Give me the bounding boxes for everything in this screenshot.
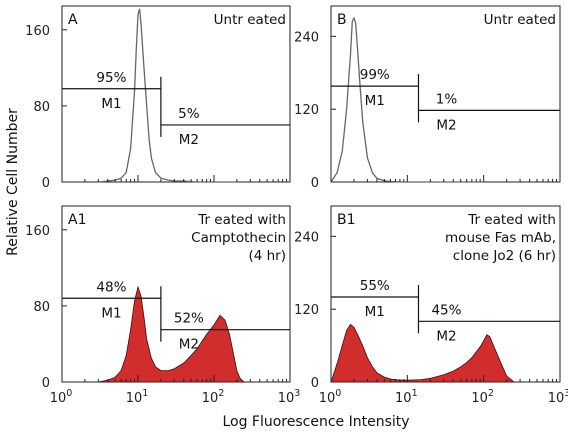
- gate-m2-label: M2: [436, 328, 456, 344]
- histogram-fill: [98, 285, 246, 383]
- panel-a: 0 80 160 A Untr eated 95% M1 5% M2: [25, 5, 291, 191]
- x-tick-label: 103: [278, 388, 301, 406]
- y-tick-label: 160: [25, 24, 50, 39]
- x-tick-label: 103: [548, 388, 568, 406]
- x-axis-title: Log Fluorescence Intensity: [222, 414, 409, 430]
- y-tick-label: 160: [25, 224, 50, 239]
- y-tick-label: 80: [33, 100, 50, 115]
- y-tick-label: 240: [294, 30, 319, 45]
- y-axis-title: Relative Cell Number: [5, 108, 21, 256]
- y-tick-label: 120: [294, 103, 319, 118]
- y-tick-label: 80: [33, 300, 50, 315]
- gate-m2-label: M2: [436, 117, 456, 133]
- gate-m1-label: M1: [365, 304, 385, 320]
- gate-m1-percent: 48%: [96, 279, 126, 295]
- gate-m1-percent: 95%: [96, 70, 126, 86]
- x-tick-label: 101: [126, 388, 149, 406]
- panel-b1: 0 120 240 100 101 102 103 B1 Tr eated with mouse …: [294, 205, 568, 406]
- panel-label: B: [337, 12, 347, 28]
- x-tick-label: 100: [50, 388, 73, 406]
- y-tick-label: 240: [294, 230, 319, 245]
- panel-a1: 0 80 160 100 101 102 103 A1 Tr eated with Camptot…: [25, 205, 301, 406]
- panel-b: 0 120 240 B Untr eated 99% M1 1% M2: [294, 5, 561, 191]
- y-tick-label: 0: [311, 176, 319, 191]
- panel-title: Untr eated: [484, 12, 556, 28]
- x-tick-label: 102: [471, 388, 494, 406]
- x-tick-label: 102: [202, 388, 225, 406]
- plot-frame: [61, 5, 291, 183]
- gate-m2-percent: 45%: [431, 302, 461, 318]
- gate-m1-label: M1: [101, 96, 121, 112]
- gate-m2-percent: 5%: [178, 106, 200, 122]
- gate-m2-label: M2: [179, 337, 199, 353]
- panel-title: Untr eated: [214, 12, 286, 28]
- panel-label: A1: [68, 212, 86, 228]
- y-tick-label: 120: [294, 303, 319, 318]
- y-tick-label: 0: [42, 176, 50, 191]
- histogram-fill: [330, 323, 516, 383]
- panel-label: B1: [337, 212, 356, 228]
- gate-m2-label: M2: [179, 132, 199, 148]
- y-tick-label: 0: [42, 376, 50, 391]
- panel-title: Tr eated with mouse Fas mAb, clone Jo2 (6 …: [445, 212, 556, 264]
- y-tick-label: 0: [311, 376, 319, 391]
- histogram-line: [330, 16, 484, 183]
- gate-m2-percent: 1%: [436, 91, 458, 107]
- gate-m1-label: M1: [101, 305, 121, 321]
- gate-m1-label: M1: [365, 93, 385, 109]
- gate-m2-percent: 52%: [174, 311, 204, 327]
- gate-m1-percent: 55%: [360, 278, 390, 294]
- x-tick-label: 100: [319, 388, 342, 406]
- panel-label: A: [68, 12, 78, 28]
- gate-m1-percent: 99%: [360, 67, 390, 83]
- panel-title: Tr eated with Camptothecin (4 hr): [191, 212, 286, 264]
- x-tick-label: 101: [395, 388, 418, 406]
- histogram-line: [98, 8, 237, 183]
